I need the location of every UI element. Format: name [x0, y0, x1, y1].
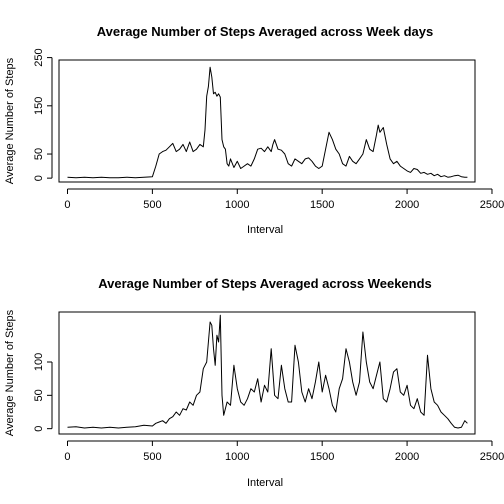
x-tick-label: 1000: [225, 199, 249, 211]
x-tick-label: 500: [143, 451, 161, 463]
x-tick-label: 2500: [480, 451, 504, 463]
x-tick-label: 1500: [310, 199, 334, 211]
y-axis: 0 50 100: [33, 353, 53, 432]
y-tick-label: 250: [33, 48, 45, 66]
y-tick-label: 0: [33, 175, 45, 181]
x-tick-label: 1500: [310, 451, 334, 463]
x-tick-label: 2000: [395, 451, 419, 463]
x-axis-label: Interval: [247, 224, 283, 236]
x-axis: 0 500 1000 1500 2000 2500: [64, 188, 504, 211]
x-tick-label: 1000: [225, 451, 249, 463]
x-axis: 0 500 1000 1500 2000 2500: [64, 440, 504, 463]
x-tick-label: 0: [64, 199, 70, 211]
weekday-chart: Average Number of Steps Averaged across …: [4, 24, 504, 236]
plot-box: [58, 311, 476, 435]
x-tick-label: 0: [64, 451, 70, 463]
y-tick-label: 0: [33, 426, 45, 432]
chart-title: Average Number of Steps Averaged across …: [97, 24, 433, 39]
x-tick-label: 500: [143, 199, 161, 211]
series-group: [67, 314, 468, 429]
plot-box: [58, 59, 476, 183]
y-axis: 0 50 150 250: [33, 48, 53, 181]
y-tick-label: 150: [33, 97, 45, 115]
y-tick-label: 50: [33, 148, 45, 160]
y-axis-label: Average Number of Steps: [4, 57, 16, 184]
weekend-chart: Average Number of Steps Averaged across …: [4, 276, 504, 489]
series-line: [67, 66, 468, 179]
series-group: [67, 66, 468, 179]
y-axis-label: Average Number of Steps: [4, 309, 16, 436]
x-axis-label: Interval: [247, 477, 283, 489]
x-tick-label: 2000: [395, 199, 419, 211]
y-tick-label: 50: [33, 389, 45, 401]
chart-title: Average Number of Steps Averaged across …: [98, 276, 432, 291]
y-tick-label: 100: [33, 353, 45, 371]
x-tick-label: 2500: [480, 199, 504, 211]
series-line: [67, 314, 468, 429]
